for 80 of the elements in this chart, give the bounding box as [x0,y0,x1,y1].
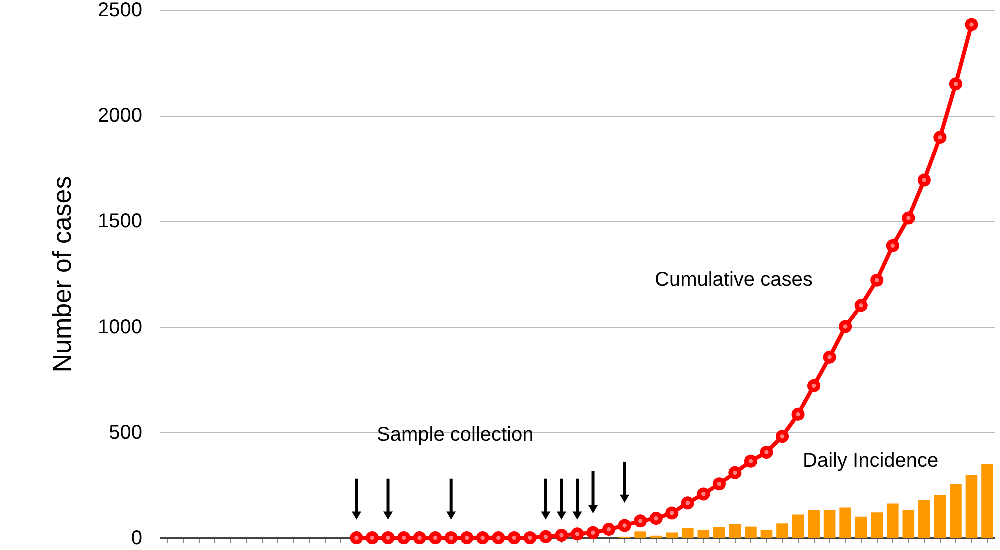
point [949,78,962,91]
point [460,531,474,545]
point [618,519,632,532]
bar [792,514,804,538]
point [808,379,821,392]
text: Cumulative cases [655,269,813,291]
bar [950,484,962,538]
point [634,514,648,528]
point [476,531,490,545]
point [556,512,566,520]
point [792,408,805,421]
point [366,531,380,545]
point [539,530,552,544]
point [902,212,916,225]
bar [745,526,757,538]
point [350,531,364,545]
point [444,531,458,545]
point [382,531,395,545]
series-label: Daily Incidence [803,450,939,472]
bar [840,508,852,538]
y-tick-label: 2500 [98,0,142,22]
point [965,18,978,32]
point [524,531,537,545]
point [446,512,456,520]
bar [666,532,678,538]
point [839,320,852,334]
bar [698,530,710,538]
point [712,478,726,491]
bar [776,524,788,538]
bar [886,504,899,538]
point [352,512,362,520]
bar [729,524,742,538]
point [570,528,584,541]
point [744,454,758,468]
point [413,531,426,545]
bar [808,510,820,538]
point [429,531,442,545]
point [934,131,947,144]
y-tick-label: 1500 [98,210,142,233]
point [666,506,679,520]
annotation: Sample collection [377,424,534,446]
point [492,531,506,545]
point [555,528,568,542]
point [650,512,663,526]
point [697,488,710,501]
point [586,526,600,540]
bar [634,532,646,538]
point [572,512,582,520]
point [854,299,868,312]
point [398,531,411,545]
point [886,239,900,252]
point [541,512,551,520]
bar [855,516,868,538]
bar [760,530,773,538]
point [620,494,630,504]
bar [714,527,726,538]
point [823,350,836,364]
point [728,466,742,480]
point [508,531,521,545]
bar [682,528,694,538]
bar [902,510,915,538]
y-tick-label: 1000 [98,316,142,338]
bar [918,500,930,538]
y-tick-label: 500 [109,422,142,444]
point [384,512,394,520]
bar [966,475,978,538]
point [760,446,774,459]
point [588,505,598,514]
y-tick-label: 2000 [98,105,142,128]
point [602,523,616,536]
y-axis-title: Number of cases [47,176,78,373]
point [870,274,884,287]
point [681,496,694,510]
point [918,174,931,187]
bar [934,495,946,538]
bar [824,510,836,538]
point [776,430,790,444]
y-tick-label: 0 [131,528,142,550]
bar [871,512,884,538]
bar [982,464,994,538]
